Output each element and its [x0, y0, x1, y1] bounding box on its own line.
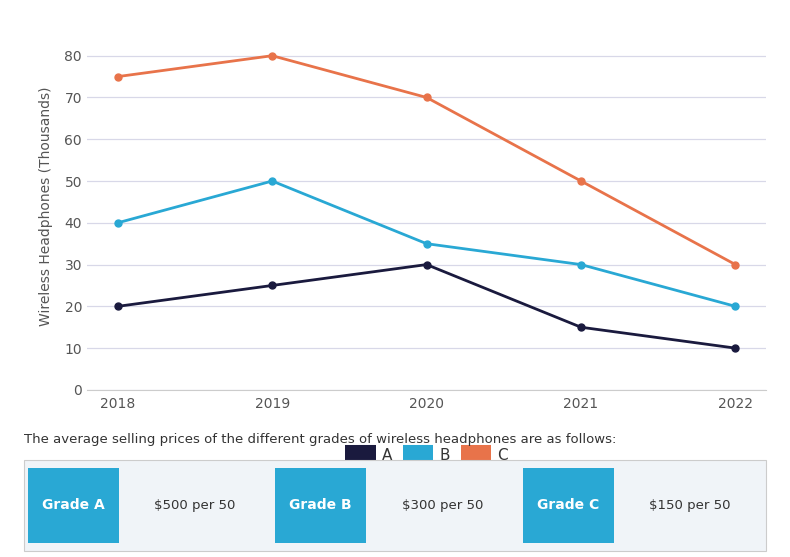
Text: Grade B: Grade B	[289, 499, 352, 512]
Text: Grade A: Grade A	[42, 499, 104, 512]
Text: The average selling prices of the different grades of wireless headphones are as: The average selling prices of the differ…	[24, 433, 616, 446]
Text: Grade C: Grade C	[537, 499, 600, 512]
Text: $500 per 50: $500 per 50	[154, 499, 235, 512]
Text: $300 per 50: $300 per 50	[401, 499, 483, 512]
Legend: A, B, C: A, B, C	[339, 442, 514, 469]
Text: $150 per 50: $150 per 50	[649, 499, 731, 512]
Y-axis label: Wireless Headphones (Thousands): Wireless Headphones (Thousands)	[40, 86, 53, 326]
